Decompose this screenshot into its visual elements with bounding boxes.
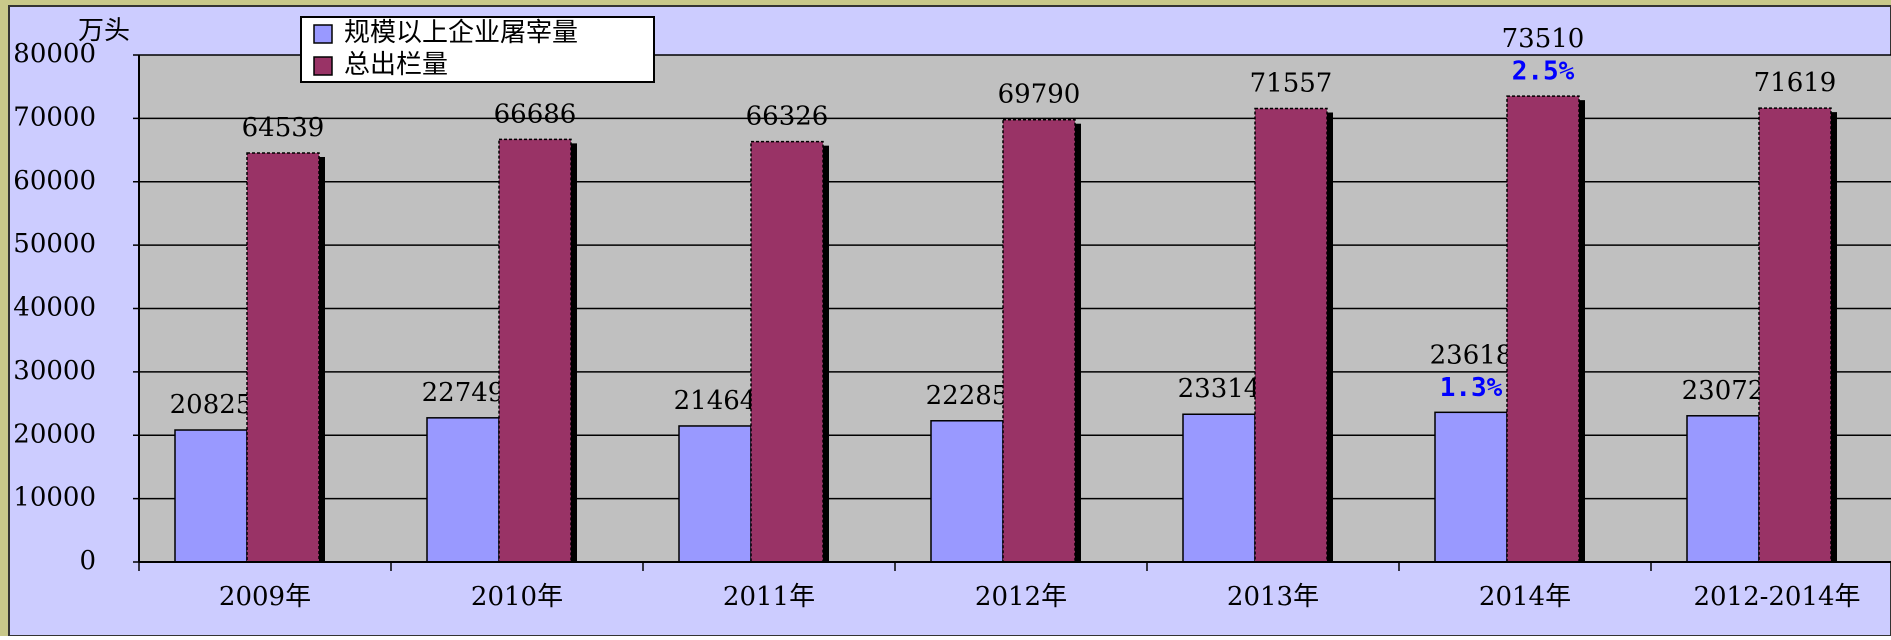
- legend-swatch: [313, 56, 333, 76]
- legend-swatch: [313, 24, 333, 44]
- data-label: 23314: [1178, 374, 1261, 404]
- y-tick-label: 20000: [13, 419, 96, 449]
- y-tick-label: 40000: [13, 293, 96, 323]
- data-label: 23618: [1430, 340, 1513, 370]
- bar: [498, 138, 572, 563]
- data-label: 69790: [998, 80, 1081, 110]
- data-label: 66686: [494, 99, 577, 129]
- y-tick-label: 50000: [13, 229, 96, 259]
- x-tick-label: 2013年: [1227, 582, 1319, 612]
- bar: [1434, 411, 1508, 563]
- legend-label: 规模以上企业屠宰量: [344, 18, 578, 48]
- bar: [246, 152, 320, 563]
- bar: [1182, 413, 1256, 563]
- x-tick-label: 2011年: [723, 582, 815, 612]
- y-tick-label: 0: [79, 546, 96, 576]
- y-tick-label: 10000: [13, 483, 96, 513]
- bar: [1254, 107, 1328, 563]
- data-label: 23072: [1682, 376, 1765, 406]
- y-tick-label: 80000: [13, 39, 96, 69]
- bar: [1506, 95, 1580, 563]
- bar: [174, 429, 248, 563]
- data-label: 22749: [422, 378, 505, 408]
- data-label: 66326: [746, 102, 829, 132]
- annotation: 1.3%: [1440, 373, 1503, 403]
- x-tick-label: 2012-2014年: [1693, 582, 1860, 612]
- unit-label: 万头: [78, 16, 130, 46]
- x-tick-label: 2012年: [975, 582, 1067, 612]
- bar: [1002, 118, 1076, 563]
- bar: [930, 420, 1004, 563]
- x-tick-label: 2010年: [471, 582, 563, 612]
- data-label: 22285: [926, 381, 1009, 411]
- bar: [426, 417, 500, 563]
- bar: [1686, 415, 1760, 563]
- x-tick-label: 2009年: [219, 582, 311, 612]
- bar: [750, 140, 824, 563]
- y-tick-label: 30000: [13, 356, 96, 386]
- y-tick-label: 60000: [13, 166, 96, 196]
- annotation: 2.5%: [1512, 57, 1575, 87]
- data-label: 73510: [1502, 24, 1585, 54]
- data-label: 20825: [170, 390, 253, 420]
- bar: [1758, 107, 1832, 563]
- data-label: 71557: [1250, 69, 1333, 99]
- legend-box: [300, 16, 655, 83]
- data-label: 21464: [674, 386, 757, 416]
- bar: [678, 425, 752, 563]
- y-tick-label: 70000: [13, 102, 96, 132]
- legend-label: 总出栏量: [344, 50, 448, 80]
- data-label: 64539: [242, 113, 325, 143]
- data-label: 71619: [1754, 68, 1837, 98]
- x-tick-label: 2014年: [1479, 582, 1571, 612]
